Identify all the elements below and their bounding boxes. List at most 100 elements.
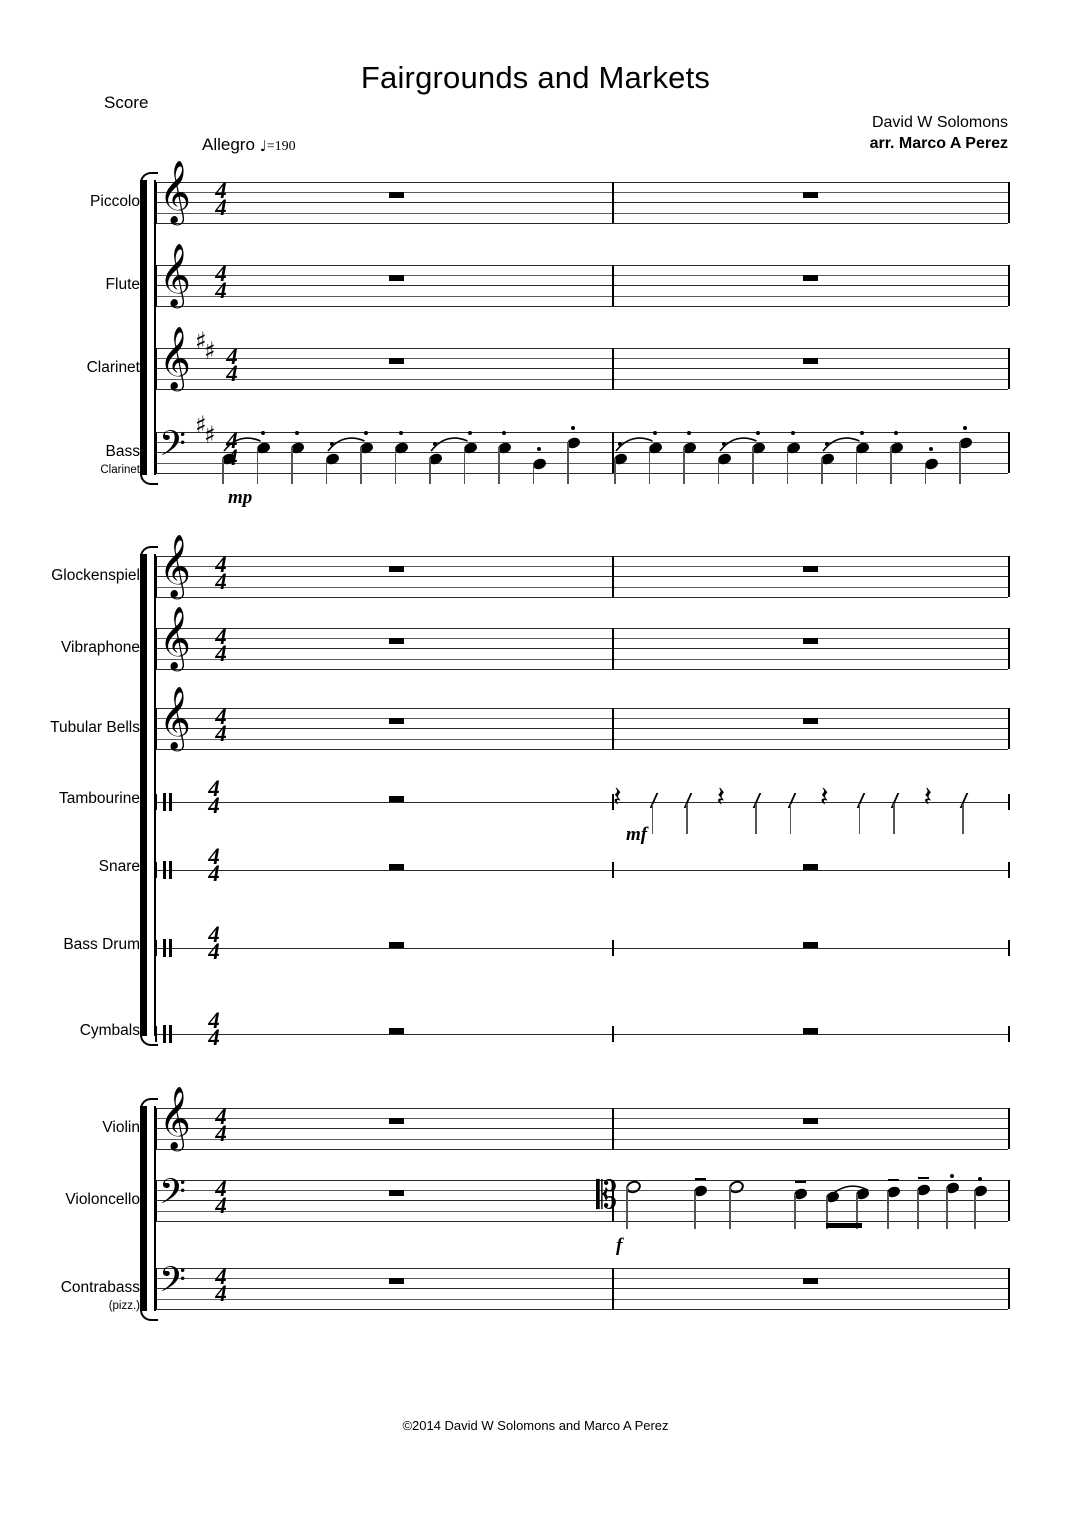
staccato-dot xyxy=(928,446,933,451)
quarter-rest: 𝄽 xyxy=(716,780,726,813)
staccato-dot xyxy=(978,1177,982,1182)
note-stem xyxy=(626,1186,628,1229)
note-stem xyxy=(962,804,964,834)
note-stem xyxy=(694,1191,696,1229)
slur xyxy=(326,436,365,452)
barline-end xyxy=(1008,348,1010,389)
barline-tick xyxy=(612,862,614,878)
staff-line xyxy=(155,472,1008,474)
barline-start xyxy=(155,182,157,223)
time-signature-numerator: 4 xyxy=(215,1176,227,1202)
whole-rest xyxy=(803,566,818,573)
staff-line xyxy=(155,748,1008,750)
slur xyxy=(615,436,653,452)
note-stem xyxy=(614,457,616,484)
note-stem xyxy=(686,804,688,834)
note-stem xyxy=(360,447,362,484)
instrument-label: Violoncello xyxy=(20,1191,140,1209)
sharp-accidental-2: ♯ xyxy=(204,337,216,366)
staff-line xyxy=(155,1308,1008,1310)
note-stem xyxy=(394,447,397,484)
note-stem xyxy=(826,1197,828,1229)
whole-rest xyxy=(388,718,404,725)
staff-line xyxy=(155,442,1008,444)
percussion-clef-icon xyxy=(169,1025,172,1043)
quarter-rest: 𝄽 xyxy=(820,780,829,813)
staccato-dot xyxy=(433,441,437,446)
composer-name: David W Solomons xyxy=(871,114,1008,131)
note-stem xyxy=(717,457,720,484)
sharp-accidental-1: ♯ xyxy=(195,410,207,439)
instrument-label: Snare xyxy=(20,858,140,876)
barline-end xyxy=(1008,432,1010,473)
whole-rest xyxy=(803,864,818,870)
staccato-dot xyxy=(502,431,506,436)
instrument-name: Contrabass xyxy=(60,1279,140,1297)
whole-rest xyxy=(388,796,404,802)
note-stem xyxy=(648,447,651,484)
credits: David W Solomons arr. Marco A Perez xyxy=(870,112,1008,154)
note-stem xyxy=(222,457,224,484)
instrument-label: Cymbals xyxy=(20,1022,140,1040)
note-stem xyxy=(856,1194,858,1229)
whole-rest xyxy=(803,718,818,725)
barline-tick xyxy=(1008,1026,1010,1042)
percussion-clef-icon xyxy=(163,939,166,957)
staff-line xyxy=(155,1220,1008,1222)
staff-line xyxy=(155,1210,1008,1212)
staccato-dot xyxy=(398,431,403,436)
score-label: Score xyxy=(104,93,149,112)
staff-line xyxy=(155,668,1008,670)
staff-line xyxy=(155,1278,1008,1280)
instrument-name: Violoncello xyxy=(65,1191,140,1209)
note-stem xyxy=(463,447,466,484)
instrument-name: Piccolo xyxy=(90,193,140,211)
barline-tick xyxy=(155,862,157,878)
treble-clef-icon: 𝄞 xyxy=(159,686,191,749)
tenor-clef-icon: 𝄡 xyxy=(596,1173,618,1217)
staccato-dot xyxy=(536,446,541,451)
copyright-notice: ©2014 David W Solomons and Marco A Perez xyxy=(402,1418,669,1433)
group-bracket-tip xyxy=(140,1035,158,1046)
note-stem xyxy=(729,1186,731,1229)
time-signature-denominator: 4 xyxy=(215,569,227,595)
staff-line xyxy=(155,638,1008,640)
staff-line xyxy=(155,388,1008,390)
barline-tick xyxy=(155,1026,157,1042)
barline-end xyxy=(1008,1108,1010,1149)
instrument-name: Glockenspiel xyxy=(51,567,140,585)
staccato-dot xyxy=(226,441,230,446)
whole-rest xyxy=(803,1028,818,1034)
staff-line xyxy=(155,1138,1008,1140)
staff-line xyxy=(155,358,1008,360)
staff-line xyxy=(155,1128,1008,1130)
note-stem xyxy=(794,1194,796,1229)
slur xyxy=(822,436,860,452)
treble-clef-icon: 𝄞 xyxy=(159,326,191,389)
staff-line xyxy=(155,265,1008,266)
note-stem xyxy=(858,804,861,834)
staccato-dot xyxy=(950,1173,954,1178)
staccato-dot xyxy=(790,431,795,436)
barline-middle xyxy=(612,182,614,223)
percussion-clef-icon xyxy=(163,861,166,879)
instrument-label: Bass Drum xyxy=(20,936,140,954)
system-line xyxy=(154,554,156,1036)
staff-line xyxy=(155,432,1008,433)
staff-line xyxy=(155,222,1008,224)
note-stem xyxy=(974,1191,976,1229)
eighth-beam xyxy=(826,1222,862,1228)
time-signature-denominator: 4 xyxy=(208,793,220,818)
tenuto-mark xyxy=(695,1178,706,1181)
staccato-dot xyxy=(825,441,829,446)
whole-rest xyxy=(388,358,404,365)
whole-rest xyxy=(803,1278,818,1285)
staff-line xyxy=(155,566,1008,568)
instrument-label: Bass Clarinet xyxy=(20,443,140,479)
barline-middle xyxy=(612,432,614,473)
